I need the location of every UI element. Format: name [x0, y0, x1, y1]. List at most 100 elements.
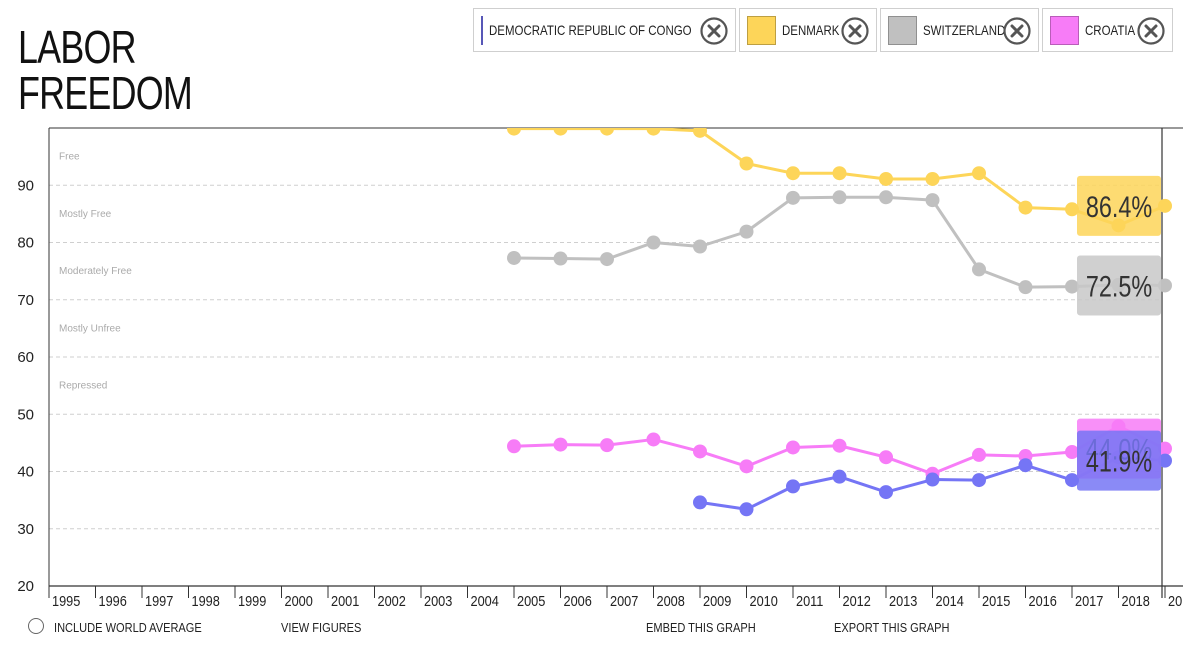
- data-point-denmark[interactable]: [879, 171, 893, 186]
- data-point-croatia[interactable]: [693, 444, 707, 459]
- value-badge-text: 86.4%: [1086, 190, 1152, 223]
- data-point-democratic-republic-of-congo[interactable]: [1018, 458, 1033, 473]
- legend-label-drc: DEMOCRATIC REPUBLIC OF CONGO: [489, 22, 692, 38]
- x-tick-label: 2016: [1029, 592, 1058, 609]
- data-point-croatia[interactable]: [879, 450, 893, 465]
- x-tick-label: 2017: [1075, 592, 1104, 609]
- remove-country-icon[interactable]: [699, 16, 729, 46]
- data-point-democratic-republic-of-congo[interactable]: [693, 495, 707, 510]
- freedom-band-label: Repressed: [59, 381, 107, 392]
- data-point-denmark[interactable]: [507, 122, 521, 136]
- legend-label-switzerland: SWITZERLAND: [923, 22, 1006, 38]
- data-point-democratic-republic-of-congo[interactable]: [739, 502, 754, 517]
- value-badge-switzerland: [1077, 255, 1161, 316]
- y-tick-label: 30: [17, 521, 34, 538]
- include-world-average-label[interactable]: INCLUDE WORLD AVERAGE: [54, 620, 202, 635]
- y-tick-label: 40: [17, 464, 34, 481]
- data-point-switzerland[interactable]: [600, 252, 614, 267]
- legend-chip-denmark[interactable]: DENMARK: [739, 8, 877, 52]
- data-point-denmark[interactable]: [693, 124, 707, 138]
- data-point-croatia[interactable]: [739, 459, 754, 474]
- embed-graph-link[interactable]: EMBED THIS GRAPH: [646, 620, 756, 635]
- data-point-democratic-republic-of-congo[interactable]: [1158, 453, 1172, 468]
- x-tick-label: 2006: [564, 592, 593, 609]
- remove-country-icon[interactable]: [1002, 16, 1032, 46]
- data-point-denmark[interactable]: [832, 166, 847, 181]
- data-point-switzerland[interactable]: [553, 251, 568, 266]
- view-figures-link[interactable]: VIEW FIGURES: [281, 620, 362, 635]
- title-line-1: LABOR: [18, 21, 137, 73]
- data-point-croatia[interactable]: [832, 438, 847, 453]
- data-point-switzerland[interactable]: [646, 235, 661, 250]
- data-point-croatia[interactable]: [646, 432, 661, 447]
- data-point-switzerland[interactable]: [739, 224, 754, 239]
- data-point-switzerland[interactable]: [1158, 278, 1172, 293]
- value-badge-text: 72.5%: [1086, 270, 1152, 303]
- data-point-switzerland[interactable]: [1018, 280, 1033, 295]
- data-point-croatia[interactable]: [507, 439, 521, 454]
- legend-swatch-croatia: [1050, 15, 1079, 45]
- legend-swatch-denmark: [747, 15, 776, 45]
- data-point-croatia[interactable]: [553, 437, 568, 452]
- x-tick-label: 2008: [657, 592, 686, 609]
- data-point-denmark[interactable]: [1158, 198, 1172, 213]
- legend-label-croatia: CROATIA: [1085, 22, 1136, 38]
- x-tick-label: 2003: [424, 592, 453, 609]
- y-tick-label: 20: [17, 578, 34, 595]
- data-point-switzerland[interactable]: [832, 190, 847, 205]
- y-tick-label: 90: [17, 177, 34, 194]
- world-average-radio[interactable]: [28, 618, 44, 634]
- data-point-democratic-republic-of-congo[interactable]: [879, 485, 893, 500]
- data-point-croatia[interactable]: [1065, 445, 1079, 460]
- x-tick-label: 2014: [936, 592, 965, 609]
- data-point-denmark[interactable]: [972, 166, 986, 181]
- data-point-denmark[interactable]: [646, 122, 661, 136]
- freedom-band-label: Mostly Unfree: [59, 323, 121, 334]
- data-point-democratic-republic-of-congo[interactable]: [1065, 473, 1079, 488]
- x-tick-label: 1998: [192, 592, 221, 609]
- data-point-denmark[interactable]: [739, 156, 754, 171]
- data-point-democratic-republic-of-congo[interactable]: [786, 479, 800, 494]
- data-point-democratic-republic-of-congo[interactable]: [925, 472, 940, 487]
- x-tick-label: 2001: [331, 592, 360, 609]
- data-point-switzerland[interactable]: [879, 190, 893, 205]
- data-point-denmark[interactable]: [600, 122, 614, 136]
- x-tick-label: 1995: [52, 592, 81, 609]
- legend-chip-switzerland[interactable]: SWITZERLAND: [880, 8, 1039, 52]
- legend-swatch-switzerland: [888, 15, 917, 45]
- data-point-denmark[interactable]: [786, 166, 800, 181]
- data-point-croatia[interactable]: [600, 438, 614, 453]
- remove-country-icon[interactable]: [1136, 16, 1166, 46]
- data-point-denmark[interactable]: [1018, 200, 1033, 215]
- data-point-switzerland[interactable]: [507, 250, 521, 265]
- data-point-switzerland[interactable]: [693, 239, 707, 254]
- data-point-denmark[interactable]: [1065, 202, 1079, 217]
- data-point-democratic-republic-of-congo[interactable]: [832, 469, 847, 484]
- data-point-croatia[interactable]: [1158, 441, 1172, 456]
- y-tick-label: 80: [17, 235, 34, 252]
- data-point-denmark[interactable]: [925, 171, 940, 186]
- y-tick-label: 50: [17, 406, 34, 423]
- export-graph-link[interactable]: EXPORT THIS GRAPH: [834, 620, 950, 635]
- legend-chip-drc[interactable]: DEMOCRATIC REPUBLIC OF CONGO: [473, 8, 736, 52]
- y-tick-label: 60: [17, 349, 34, 366]
- freedom-band-label: Free: [59, 152, 80, 163]
- x-tick-label: 2007: [610, 592, 639, 609]
- data-point-switzerland[interactable]: [925, 193, 940, 208]
- data-point-switzerland[interactable]: [1065, 279, 1079, 294]
- legend-chip-croatia[interactable]: CROATIA: [1042, 8, 1173, 52]
- legend-swatch-drc: [481, 15, 483, 45]
- data-point-democratic-republic-of-congo[interactable]: [972, 473, 986, 488]
- remove-country-icon[interactable]: [840, 16, 870, 46]
- value-badge-denmark: [1077, 175, 1161, 236]
- data-point-switzerland[interactable]: [786, 190, 800, 205]
- y-tick-label: 70: [17, 292, 34, 309]
- x-tick-label: 2011: [796, 592, 824, 609]
- freedom-band-label: Mostly Free: [59, 209, 112, 220]
- data-point-croatia[interactable]: [972, 447, 986, 462]
- freedom-band-label: Moderately Free: [59, 266, 132, 277]
- data-point-switzerland[interactable]: [972, 262, 986, 277]
- data-point-denmark[interactable]: [553, 122, 568, 136]
- data-point-croatia[interactable]: [786, 440, 800, 455]
